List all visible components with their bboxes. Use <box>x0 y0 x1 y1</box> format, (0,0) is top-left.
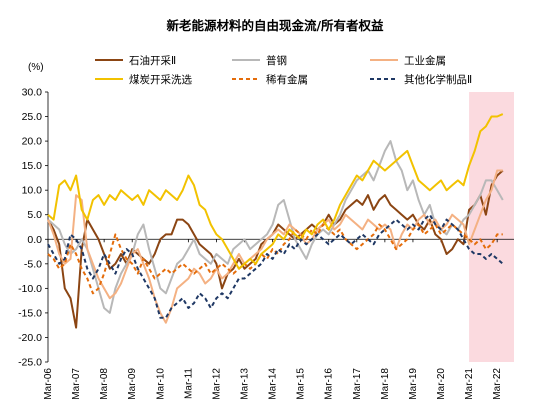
chart-title: 新老能源材料的自由现金流/所有者权益 <box>166 18 384 33</box>
x-tick-label: Mar-10 <box>155 368 166 400</box>
y-tick-label: -25.0 <box>18 357 42 369</box>
series-line-3 <box>47 169 503 324</box>
x-tick-label: Mar-18 <box>380 368 391 400</box>
axes: 30.0 25.0 20.0 15.0 10.0 5.0 0.0 -5.0 -10.0 -15.0… <box>18 87 514 400</box>
x-tick-label: Mar-15 <box>296 368 307 400</box>
y-tick-label: -20.0 <box>18 332 42 344</box>
series-line-5 <box>47 113 504 270</box>
x-tick-label: Mar-12 <box>211 368 222 400</box>
x-tick-label: Mar-13 <box>240 368 251 400</box>
y-tick-label: -5.0 <box>24 258 42 270</box>
legend-label-2: 普钢 <box>266 54 287 67</box>
x-tick-label: Mar-17 <box>352 368 363 400</box>
x-tick-label: Mar-22 <box>492 368 503 400</box>
x-tick-label: Mar-06 <box>43 368 54 400</box>
y-tick-label: 5.0 <box>27 209 42 221</box>
x-tick-label: Mar-21 <box>464 368 475 400</box>
series-line-1 <box>47 169 504 329</box>
x-tick-label: Mar-20 <box>436 368 447 400</box>
y-unit-label: (%) <box>28 62 44 73</box>
legend-label-3: 工业金属 <box>404 54 446 67</box>
series-line-2 <box>47 140 504 314</box>
legend-label-1: 石油开采Ⅱ <box>129 54 176 67</box>
series-line-4 <box>47 223 503 295</box>
y-tick-label: 25.0 <box>22 111 43 123</box>
legend-label-4: 稀有金属 <box>266 73 308 86</box>
x-tick-label: Mar-08 <box>99 368 110 400</box>
x-tick-label: Mar-14 <box>268 368 279 400</box>
x-tick-label: Mar-07 <box>71 368 82 400</box>
y-tick-label: 0.0 <box>27 234 42 246</box>
series-line-6 <box>47 213 504 319</box>
x-tick-label: Mar-09 <box>127 368 138 400</box>
x-tick-label: Mar-19 <box>408 368 419 400</box>
legend-label-6: 其他化学制品Ⅱ <box>404 73 472 86</box>
y-tick-label: 10.0 <box>22 185 43 197</box>
series-lines <box>47 113 504 329</box>
y-tick-label: 20.0 <box>22 136 43 148</box>
y-tick-label: 15.0 <box>22 160 43 172</box>
x-tick-label: Mar-16 <box>324 368 335 400</box>
y-tick-label: -10.0 <box>18 283 42 295</box>
x-tick-label: Mar-11 <box>183 368 194 399</box>
y-tick-label: -15.0 <box>18 307 42 319</box>
y-tick-label: 30.0 <box>22 87 43 99</box>
legend-label-5: 煤炭开采洗选 <box>129 73 192 86</box>
